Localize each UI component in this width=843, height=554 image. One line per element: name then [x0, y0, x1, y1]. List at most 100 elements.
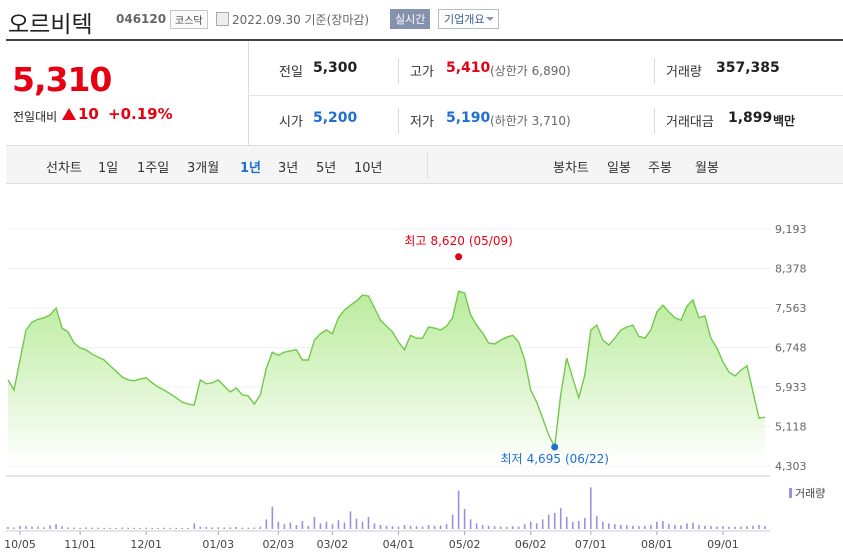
tab[interactable]: 10년 [354, 161, 383, 176]
stat-label: 시가 [279, 115, 303, 130]
volume-bar [331, 524, 334, 529]
volume-bar [199, 526, 202, 529]
volume-bar [692, 522, 694, 529]
volume-bar [37, 526, 39, 529]
volume-bar [433, 525, 436, 529]
volume-bar [265, 519, 268, 529]
stat-label: 거래량 [666, 65, 702, 80]
stat-value: 5,200 [313, 110, 358, 126]
stat-value: 5,300 [313, 60, 358, 76]
volume-bar [85, 527, 87, 529]
volume-bar [457, 490, 460, 529]
stock-name: 오르비텍 [8, 12, 93, 38]
volume-bar [427, 525, 430, 529]
volume-bar [139, 527, 141, 529]
volume-bar [439, 525, 442, 529]
y-tick-label: 7,563 [775, 302, 807, 315]
volume-bar [481, 525, 484, 529]
volume-bar [205, 527, 208, 529]
volume-bar [175, 527, 178, 529]
volume-bar [55, 524, 57, 529]
tab[interactable]: 3년 [278, 161, 299, 176]
volume-bar [716, 526, 718, 529]
volume-bar [505, 526, 508, 529]
tab[interactable]: 월봉 [695, 161, 719, 176]
volume-bar [391, 526, 394, 529]
legend-swatch [789, 488, 792, 498]
company-info-button[interactable]: 기업개요 [438, 9, 500, 29]
x-tick-label: 04/01 [383, 538, 415, 551]
volume-bar [73, 527, 75, 529]
volume-bar [241, 527, 244, 529]
x-tick-label: 06/02 [515, 538, 547, 551]
x-tick-label: 07/01 [575, 538, 607, 551]
tab[interactable]: 3개월 [187, 161, 220, 176]
volume-bar [157, 527, 159, 529]
volume-bar [511, 526, 514, 529]
volume-bar [463, 509, 466, 529]
volume-bar [764, 526, 766, 529]
volume-bar [487, 525, 490, 529]
tab[interactable]: 5년 [316, 161, 337, 176]
volume-bar [445, 524, 448, 529]
x-tick-label: 09/01 [707, 538, 739, 551]
volume-bar [740, 526, 742, 529]
tab[interactable]: 일봉 [607, 161, 631, 176]
volume-bar [535, 523, 538, 529]
tab[interactable]: 주봉 [648, 161, 672, 176]
y-tick-label: 5,118 [775, 421, 807, 434]
volume-bar [61, 526, 63, 529]
volume-bar [361, 521, 364, 529]
x-tick-label: 02/03 [263, 538, 295, 551]
header-rule [6, 39, 843, 41]
volume-bar [79, 527, 81, 529]
volume-bar [523, 524, 526, 529]
col-divider [654, 58, 655, 84]
realtime-button[interactable]: 실시간 [390, 9, 431, 29]
col-divider [654, 108, 655, 134]
volume-bar [704, 525, 706, 529]
volume-bar [181, 527, 184, 529]
volume-bar [698, 525, 700, 529]
tab[interactable]: 1일 [98, 161, 119, 176]
y-tick-label: 5,933 [775, 381, 807, 394]
extreme-label: 최고 [404, 234, 426, 248]
x-tick-label: 11/01 [64, 538, 96, 551]
volume-bar [451, 514, 454, 529]
volume-bar [397, 526, 400, 529]
date: 2022.09.30 기준(장마감) [232, 13, 370, 27]
volume-bar [620, 525, 622, 529]
volume-bar [722, 526, 724, 529]
volume-bar [283, 524, 286, 529]
volume-bar [271, 506, 274, 529]
volume-bar [409, 525, 412, 529]
volume-bar [313, 517, 316, 529]
volume-bar [217, 527, 220, 529]
volume-bar [31, 526, 33, 529]
extreme-value-label: 4,695 [527, 452, 561, 466]
volume-bar [583, 517, 586, 529]
tab[interactable]: 1년 [240, 161, 262, 176]
line-chart-label: 선차트 [46, 161, 82, 176]
tab[interactable]: 1주일 [137, 161, 170, 176]
stock-code: 046120 [116, 12, 167, 26]
col-divider [398, 108, 399, 134]
candle-chart-label: 봉차트 [553, 161, 589, 176]
volume-bar [710, 526, 712, 529]
price-line [7, 290, 766, 450]
volume-bar [301, 521, 304, 529]
volume-bar [169, 527, 172, 529]
volume-bar [367, 517, 370, 529]
volume-bar [373, 523, 376, 529]
volume-bar [115, 527, 117, 529]
extreme-label: 최저 [501, 452, 523, 466]
stat-label: 전일 [279, 65, 303, 80]
volume-bar [577, 521, 580, 529]
volume-bar [91, 527, 93, 529]
extreme-date: (06/22) [565, 452, 609, 466]
extreme-marker [455, 253, 463, 261]
stat-value: 5,410 [446, 60, 491, 76]
volume-bar [49, 525, 51, 529]
volume-bar [728, 526, 730, 529]
